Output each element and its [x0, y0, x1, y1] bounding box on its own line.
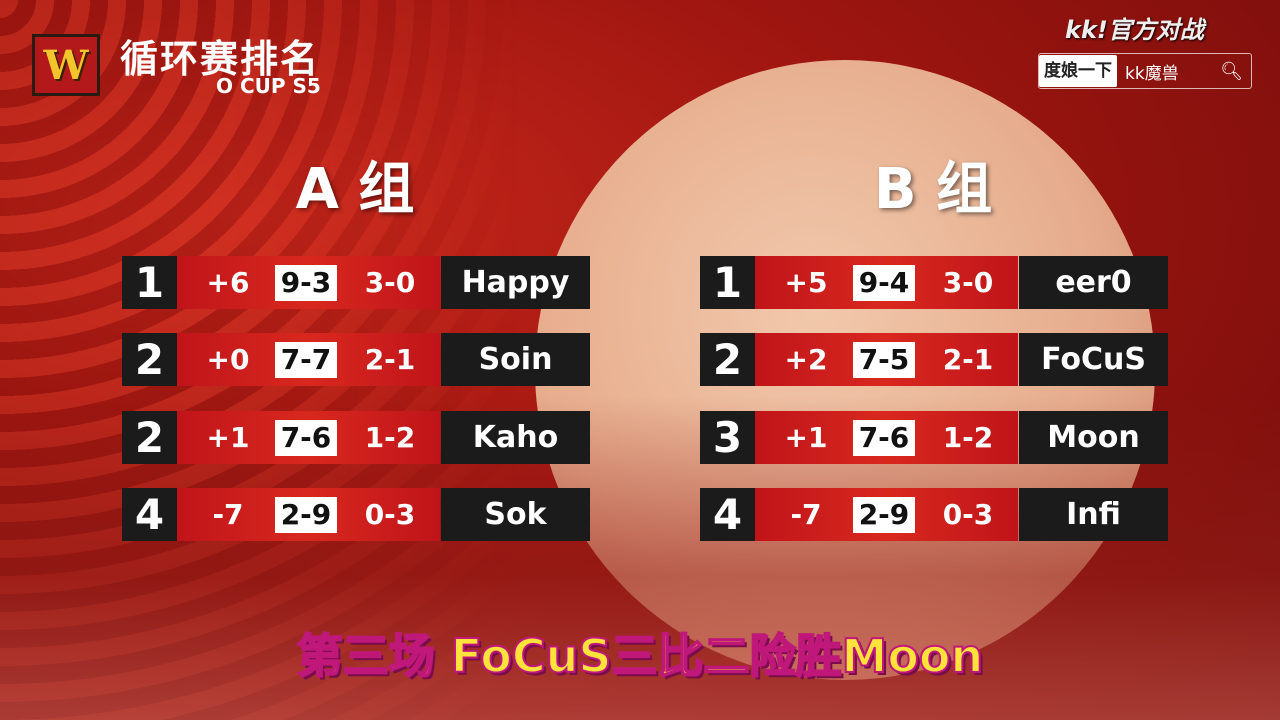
standings-row: 3 +1 7-6 1-2 Moon [700, 411, 1168, 464]
rank: 4 [700, 488, 755, 541]
map-differential: +5 [784, 266, 828, 299]
rank: 3 [700, 411, 755, 464]
map-differential: +0 [206, 343, 250, 376]
player-name: Moon [1019, 411, 1168, 464]
page-title: 循环赛排名 [120, 37, 321, 81]
series-record: 0-3 [364, 498, 416, 531]
stats: +1 7-6 1-2 [755, 411, 1018, 464]
series-record: 0-3 [942, 498, 994, 531]
map-differential: +2 [784, 343, 828, 376]
map-score: 7-5 [853, 341, 915, 378]
rank: 2 [700, 333, 755, 386]
series-record: 3-0 [942, 266, 994, 299]
player-name: Kaho [441, 411, 590, 464]
search-icon: 🔍︎ [1220, 60, 1243, 82]
map-score: 2-9 [853, 496, 915, 533]
group-title: A 组 [295, 157, 415, 222]
map-score: 7-7 [275, 341, 337, 378]
series-record: 3-0 [364, 266, 416, 299]
tournament-subtitle: O CUP S5 [216, 74, 321, 98]
standings-row: 1 +5 9-4 3-0 eer0 [700, 256, 1168, 309]
standings-row: 4 -7 2-9 0-3 Sok [122, 488, 590, 541]
stats: +0 7-7 2-1 [177, 333, 440, 386]
player-name: Happy [441, 256, 590, 309]
player-name: eer0 [1019, 256, 1168, 309]
subtitle-caption: 第三场 FoCuS三比二险胜Moon [296, 628, 985, 684]
warcraft-logo: W [32, 34, 100, 96]
search-query: kk魔兽 [1125, 63, 1179, 84]
map-differential: -7 [790, 498, 822, 531]
map-score: 9-4 [853, 264, 915, 301]
stats: -7 2-9 0-3 [755, 488, 1018, 541]
rank: 4 [122, 488, 177, 541]
player-name: Soin [441, 333, 590, 386]
series-record: 1-2 [364, 421, 416, 454]
map-score: 7-6 [275, 419, 337, 456]
map-differential: -7 [212, 498, 244, 531]
rank: 1 [700, 256, 755, 309]
map-score: 9-3 [275, 264, 337, 301]
map-score: 7-6 [853, 419, 915, 456]
rank: 1 [122, 256, 177, 309]
player-name: Infi [1019, 488, 1168, 541]
sponsor-search-box: 度娘一下 kk魔兽 🔍︎ [1038, 53, 1252, 89]
rank: 2 [122, 411, 177, 464]
stats: +1 7-6 1-2 [177, 411, 440, 464]
map-differential: +1 [784, 421, 828, 454]
player-name: Sok [441, 488, 590, 541]
sponsor-brand: kk!官方对战 [1065, 16, 1204, 44]
group-title: B 组 [873, 157, 993, 222]
stats: -7 2-9 0-3 [177, 488, 440, 541]
stats: +2 7-5 2-1 [755, 333, 1018, 386]
standings-row: 2 +2 7-5 2-1 FoCuS [700, 333, 1168, 386]
standings-row: 1 +6 9-3 3-0 Happy [122, 256, 590, 309]
series-record: 1-2 [942, 421, 994, 454]
standings-row: 2 +0 7-7 2-1 Soin [122, 333, 590, 386]
series-record: 2-1 [942, 343, 994, 376]
search-button-label: 度娘一下 [1039, 55, 1117, 87]
standings-row: 4 -7 2-9 0-3 Infi [700, 488, 1168, 541]
map-differential: +6 [206, 266, 250, 299]
stats: +6 9-3 3-0 [177, 256, 440, 309]
map-score: 2-9 [275, 496, 337, 533]
map-differential: +1 [206, 421, 250, 454]
series-record: 2-1 [364, 343, 416, 376]
player-name: FoCuS [1019, 333, 1168, 386]
stats: +5 9-4 3-0 [755, 256, 1018, 309]
rank: 2 [122, 333, 177, 386]
standings-row: 2 +1 7-6 1-2 Kaho [122, 411, 590, 464]
